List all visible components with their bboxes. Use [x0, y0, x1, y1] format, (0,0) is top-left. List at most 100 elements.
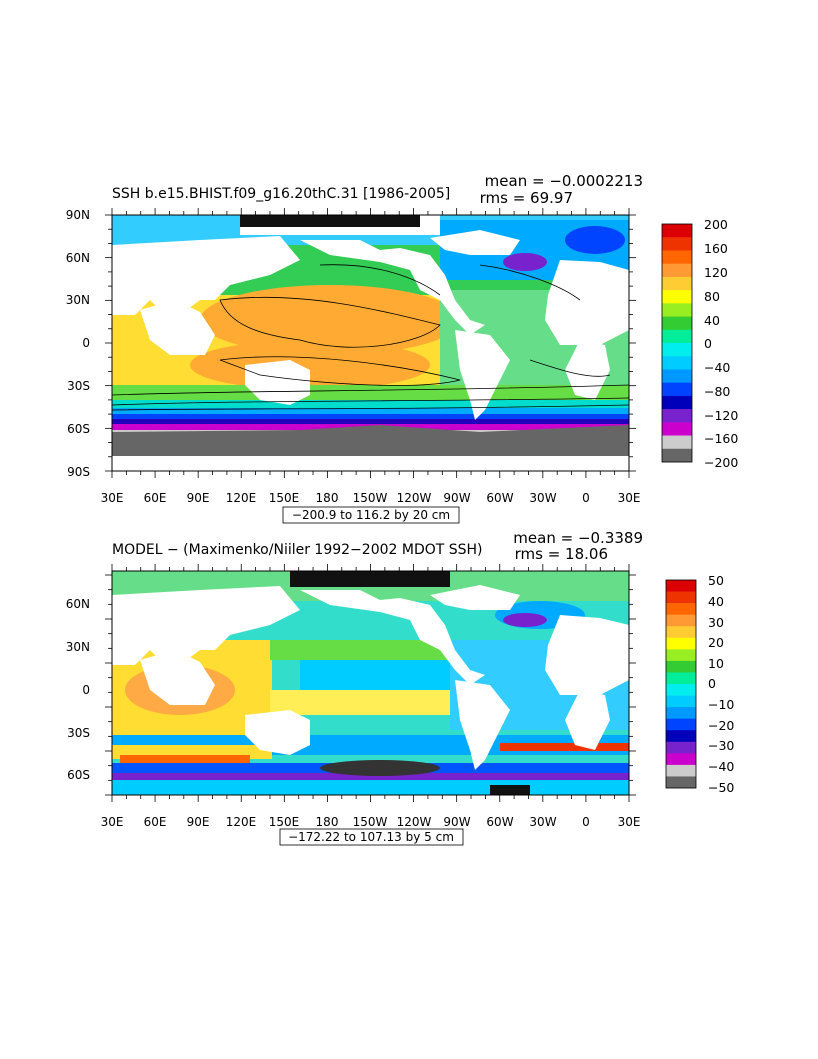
lat-label: 0 — [82, 336, 90, 350]
panel1-map — [112, 215, 629, 471]
colorbar-swatch — [666, 753, 696, 766]
colorbar-swatch — [662, 316, 692, 331]
colorbar-label: −40 — [704, 360, 730, 375]
colorbar-label: 50 — [708, 573, 724, 588]
colorbar-label: 30 — [708, 615, 724, 630]
colorbar-swatch — [666, 660, 696, 673]
colorbar-swatch — [662, 263, 692, 278]
colorbar-swatch — [666, 730, 696, 743]
lon-label: 30E — [618, 491, 641, 505]
colorbar-label: 120 — [704, 265, 728, 280]
colorbar-label: −30 — [708, 738, 734, 753]
colorbar-swatch — [662, 382, 692, 397]
colorbar-swatch — [662, 395, 692, 410]
panel-2: mean = −0.3389 MODEL − (Maximenko/Niiler… — [66, 529, 734, 846]
colorbar-swatch — [662, 276, 692, 291]
lon-label: 0 — [582, 491, 590, 505]
lon-label: 60E — [144, 815, 167, 829]
colorbar-label: −120 — [704, 408, 738, 423]
panel2-ticks — [105, 564, 636, 802]
panel1-title: SSH b.e15.BHIST.f09_g16.20thC.31 [1986-2… — [112, 186, 450, 202]
colorbar-swatch — [666, 580, 696, 592]
colorbar-swatch — [662, 237, 692, 251]
lon-label: 120W — [397, 491, 432, 505]
lon-label: 60W — [486, 491, 513, 505]
colorbar-label: 20 — [708, 635, 724, 650]
panel1-lat-labels: 90N 60N 30N 0 30S 60S 90S — [66, 208, 90, 479]
colorbar-swatch — [666, 603, 696, 615]
panel-1: mean = −0.0002213 SSH b.e15.BHIST.f09_g1… — [66, 172, 738, 524]
colorbar-swatch — [662, 448, 692, 463]
lon-label: 180 — [316, 491, 339, 505]
colorbar-label: 40 — [704, 313, 720, 328]
colorbar-label: 40 — [708, 594, 724, 609]
lat-label: 30S — [67, 379, 90, 393]
colorbar-label: −50 — [708, 780, 734, 795]
panel2-colorbar-labels: 50 40 30 20 10 0 −10 −20 −30 −40 −50 — [708, 573, 734, 795]
lon-label: 150E — [269, 491, 300, 505]
lon-label: 180 — [316, 815, 339, 829]
lon-label: 60W — [486, 815, 513, 829]
lon-label: 150W — [353, 491, 388, 505]
colorbar-outline — [665, 579, 697, 789]
colorbar-swatch — [662, 290, 692, 304]
panel2-range: −172.22 to 107.13 by 5 cm — [288, 830, 454, 844]
lon-label: 120W — [397, 815, 432, 829]
colorbar-label: 0 — [704, 336, 712, 351]
lon-label: 90W — [443, 491, 470, 505]
panel1-range: −200.9 to 116.2 by 20 cm — [292, 508, 450, 522]
colorbar-label: −40 — [708, 759, 734, 774]
colorbar-swatch — [662, 224, 692, 238]
colorbar-swatch — [662, 369, 692, 383]
colorbar-label: −20 — [708, 718, 734, 733]
panel1-range-box: −200.9 to 116.2 by 20 cm — [282, 506, 460, 524]
lat-label: 60S — [67, 422, 90, 436]
colorbar-swatch — [666, 684, 696, 696]
colorbar-swatch — [666, 614, 696, 627]
panel2-lat-labels: 60N 30N 0 30S 60S — [66, 597, 90, 782]
lon-label: 60E — [144, 491, 167, 505]
panel2-range-box: −172.22 to 107.13 by 5 cm — [279, 828, 464, 846]
lat-label: 90N — [66, 208, 90, 222]
lat-label: 60N — [66, 597, 90, 611]
colorbar-swatch — [662, 422, 692, 436]
panel1-lon-labels: 30E 60E 90E 120E 150E 180 150W 120W 90W … — [101, 491, 641, 505]
colorbar-label: −200 — [704, 455, 738, 470]
lat-label: 30S — [67, 726, 90, 740]
panel1-rms: rms = 69.97 — [480, 189, 573, 207]
colorbar-label: 0 — [708, 676, 716, 691]
lon-label: 90W — [443, 815, 470, 829]
lon-label: 150W — [353, 815, 388, 829]
lon-label: 30W — [529, 815, 556, 829]
colorbar-label: −160 — [704, 431, 738, 446]
colorbar-swatch — [662, 329, 692, 344]
colorbar-swatch — [662, 250, 692, 264]
colorbar-swatch — [662, 303, 692, 317]
panel1-contours — [112, 264, 629, 411]
lon-label: 90E — [187, 491, 210, 505]
panel1-land — [112, 215, 629, 420]
colorbar-label: 10 — [708, 656, 724, 671]
colorbar-label: 200 — [704, 217, 728, 232]
lon-label: 120E — [226, 815, 257, 829]
panel2-colorbar — [665, 579, 697, 789]
lat-label: 90S — [67, 465, 90, 479]
colorbar-swatch — [666, 672, 696, 685]
colorbar-label: −10 — [708, 697, 734, 712]
colorbar-label: 160 — [704, 241, 728, 256]
colorbar-label: 80 — [704, 289, 720, 304]
colorbar-swatch — [666, 776, 696, 789]
panel1-ticks — [105, 208, 636, 478]
colorbar-swatch — [666, 649, 696, 662]
panel2-lon-labels: 30E 60E 90E 120E 150E 180 150W 120W 90W … — [101, 815, 641, 829]
lon-label: 30W — [529, 491, 556, 505]
lat-label: 30N — [66, 640, 90, 654]
lon-label: 90E — [187, 815, 210, 829]
panel1-colorbar-labels: 200 160 120 80 40 0 −40 −80 −120 −160 −2… — [704, 217, 738, 470]
colorbar-swatch — [666, 695, 696, 708]
panel2-land — [112, 585, 629, 770]
lat-label: 0 — [82, 683, 90, 697]
panel1-mean: mean = −0.0002213 — [485, 172, 643, 190]
colorbar-swatch — [666, 718, 696, 731]
